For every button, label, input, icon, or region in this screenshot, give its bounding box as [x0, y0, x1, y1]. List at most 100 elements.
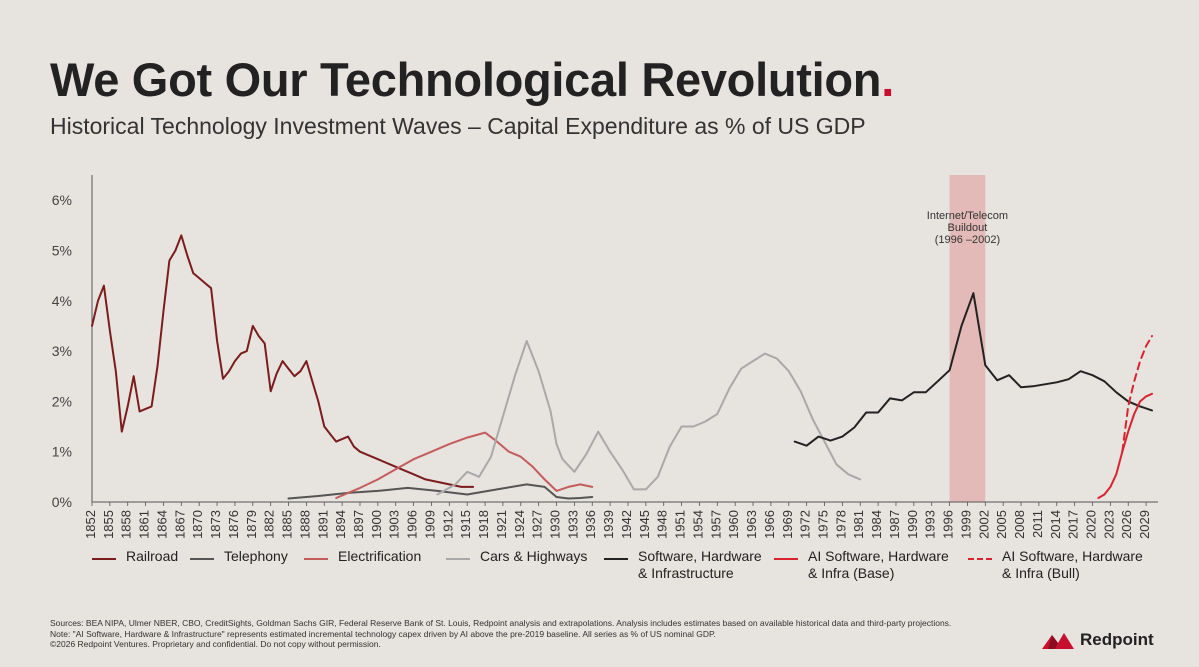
legend-swatch-telephony	[190, 558, 214, 560]
x-tick-label: 1915	[458, 510, 473, 539]
x-tick-label: 1873	[208, 510, 223, 539]
x-tick-label: 1990	[905, 510, 920, 539]
x-tick-label: 1879	[244, 510, 259, 539]
x-tick-label: 2008	[1012, 510, 1027, 539]
series-line-cars-highways	[436, 340, 862, 496]
legend-label-ai-base: AI Software, Hardware & Infra (Base)	[808, 548, 949, 581]
footnote-sources: Sources: BEA NIPA, Ulmer NBER, CBO, Cred…	[50, 618, 952, 628]
legend-item-electrification: Electrification	[304, 548, 421, 565]
x-tick-label: 1894	[333, 510, 348, 539]
x-tick-label: 1957	[708, 510, 723, 539]
x-tick-label: 2029	[1137, 510, 1152, 539]
x-tick-label: 1921	[494, 510, 509, 539]
legend-label-electrification: Electrification	[338, 548, 422, 564]
y-tick-label: 6%	[52, 192, 72, 208]
title-dot: .	[881, 53, 894, 106]
x-tick-label: 1858	[119, 510, 134, 539]
x-tick-label: 1984	[869, 510, 884, 539]
x-tick-label: 1861	[137, 510, 152, 539]
legend-swatch-cars-highways	[446, 558, 470, 560]
x-tick-label: 1909	[422, 510, 437, 539]
x-tick-label: 1966	[762, 510, 777, 539]
legend-swatch-software	[604, 558, 628, 560]
x-tick-label: 1903	[387, 510, 402, 539]
series-line-telephony	[287, 483, 594, 500]
legend-item-telephony: Telephony	[190, 548, 288, 565]
x-tick-label: 1945	[637, 510, 652, 539]
series-line-ai-software-hardware-infra-base	[1097, 392, 1153, 499]
x-tick-label: 1876	[226, 510, 241, 539]
x-tick-label: 1963	[744, 510, 759, 539]
x-tick-label: 1972	[798, 510, 813, 539]
x-tick-label: 1939	[601, 510, 616, 539]
x-tick-label: 1924	[512, 510, 527, 539]
x-tick-label: 1951	[673, 510, 688, 539]
page-subtitle: Historical Technology Investment Waves –…	[50, 113, 866, 139]
page-title: We Got Our Technological Revolution.	[50, 52, 894, 107]
series-line-ai-software-hardware-infra-bull	[1121, 335, 1153, 453]
x-tick-label: 1933	[565, 510, 580, 539]
x-tick-label: 1891	[315, 510, 330, 539]
x-tick-label: 1885	[280, 510, 295, 539]
footnotes: Sources: BEA NIPA, Ulmer NBER, CBO, Cred…	[50, 618, 951, 650]
x-tick-label: 1882	[262, 510, 277, 539]
logo-wordmark: Redpoint	[1080, 630, 1154, 649]
x-tick-label: 2023	[1101, 510, 1116, 539]
title-text: We Got Our Technological Revolution	[50, 53, 882, 106]
shaded-region-label: (1996 –2002)	[935, 234, 1000, 246]
legend-label-telephony: Telephony	[224, 548, 288, 564]
x-tick-label: 1900	[369, 510, 384, 539]
x-tick-label: 1852	[83, 510, 98, 539]
y-tick-label: 2%	[52, 393, 72, 409]
legend-item-ai-base: AI Software, Hardware & Infra (Base)	[774, 548, 949, 582]
x-tick-label: 1960	[726, 510, 741, 539]
legend-item-software: Software, Hardware & Infrastructure	[604, 548, 762, 582]
x-tick-label: 2005	[994, 510, 1009, 539]
legend-swatch-ai-bull	[968, 558, 992, 560]
x-tick-label: 1912	[440, 510, 455, 539]
x-tick-label: 2011	[1030, 510, 1045, 538]
x-tick-label: 1993	[923, 510, 938, 539]
x-tick-label: 2014	[1048, 510, 1063, 539]
chart-legend: Railroad Telephony Electrification Cars …	[92, 548, 1172, 588]
legend-swatch-railroad	[92, 558, 116, 560]
legend-item-railroad: Railroad	[92, 548, 178, 565]
shaded-region-label: Buildout	[948, 222, 988, 234]
x-tick-label: 1930	[548, 510, 563, 539]
series-line-electrification	[335, 431, 594, 499]
x-tick-label: 2026	[1119, 510, 1134, 539]
x-tick-label: 1855	[101, 510, 116, 539]
x-tick-label: 1897	[351, 510, 366, 539]
y-tick-label: 0%	[52, 494, 72, 510]
footnote-copyright: ©2026 Redpoint Ventures. Proprietary and…	[50, 639, 381, 649]
y-tick-label: 1%	[52, 444, 72, 460]
y-tick-label: 5%	[52, 242, 72, 258]
x-tick-label: 1867	[172, 510, 187, 539]
series-line-software-hardware-infrastructure	[793, 292, 1153, 447]
y-tick-label: 4%	[52, 293, 72, 309]
x-tick-label: 1975	[816, 510, 831, 539]
x-tick-label: 1942	[619, 510, 634, 539]
x-tick-label: 1948	[655, 510, 670, 539]
legend-swatch-electrification	[304, 558, 328, 560]
x-tick-label: 1987	[887, 510, 902, 539]
x-tick-label: 1927	[530, 510, 545, 539]
x-tick-label: 1936	[583, 510, 598, 539]
x-tick-label: 1864	[154, 510, 169, 539]
x-tick-label: 1969	[780, 510, 795, 539]
x-tick-label: 2017	[1066, 510, 1081, 539]
y-tick-label: 3%	[52, 343, 72, 359]
x-tick-label: 1888	[297, 510, 312, 539]
x-tick-label: 1954	[690, 510, 705, 539]
mountain-logo-icon	[1042, 633, 1074, 649]
axes-layer: 0% 1% 2% 3% 4% 5% 6% 1852 1855 1858 1861 1864 1867 18…	[52, 175, 1158, 539]
series-layer	[91, 234, 1153, 500]
x-tick-label: 1999	[958, 510, 973, 539]
shaded-region-label: Internet/Telecom	[927, 210, 1008, 222]
x-tick-label: 1918	[476, 510, 491, 539]
x-tick-label: 1906	[405, 510, 420, 539]
legend-label-railroad: Railroad	[126, 548, 179, 564]
x-tick-label: 2002	[976, 510, 991, 539]
footnote-note: Note: "AI Software, Hardware & Infrastru…	[50, 628, 716, 639]
